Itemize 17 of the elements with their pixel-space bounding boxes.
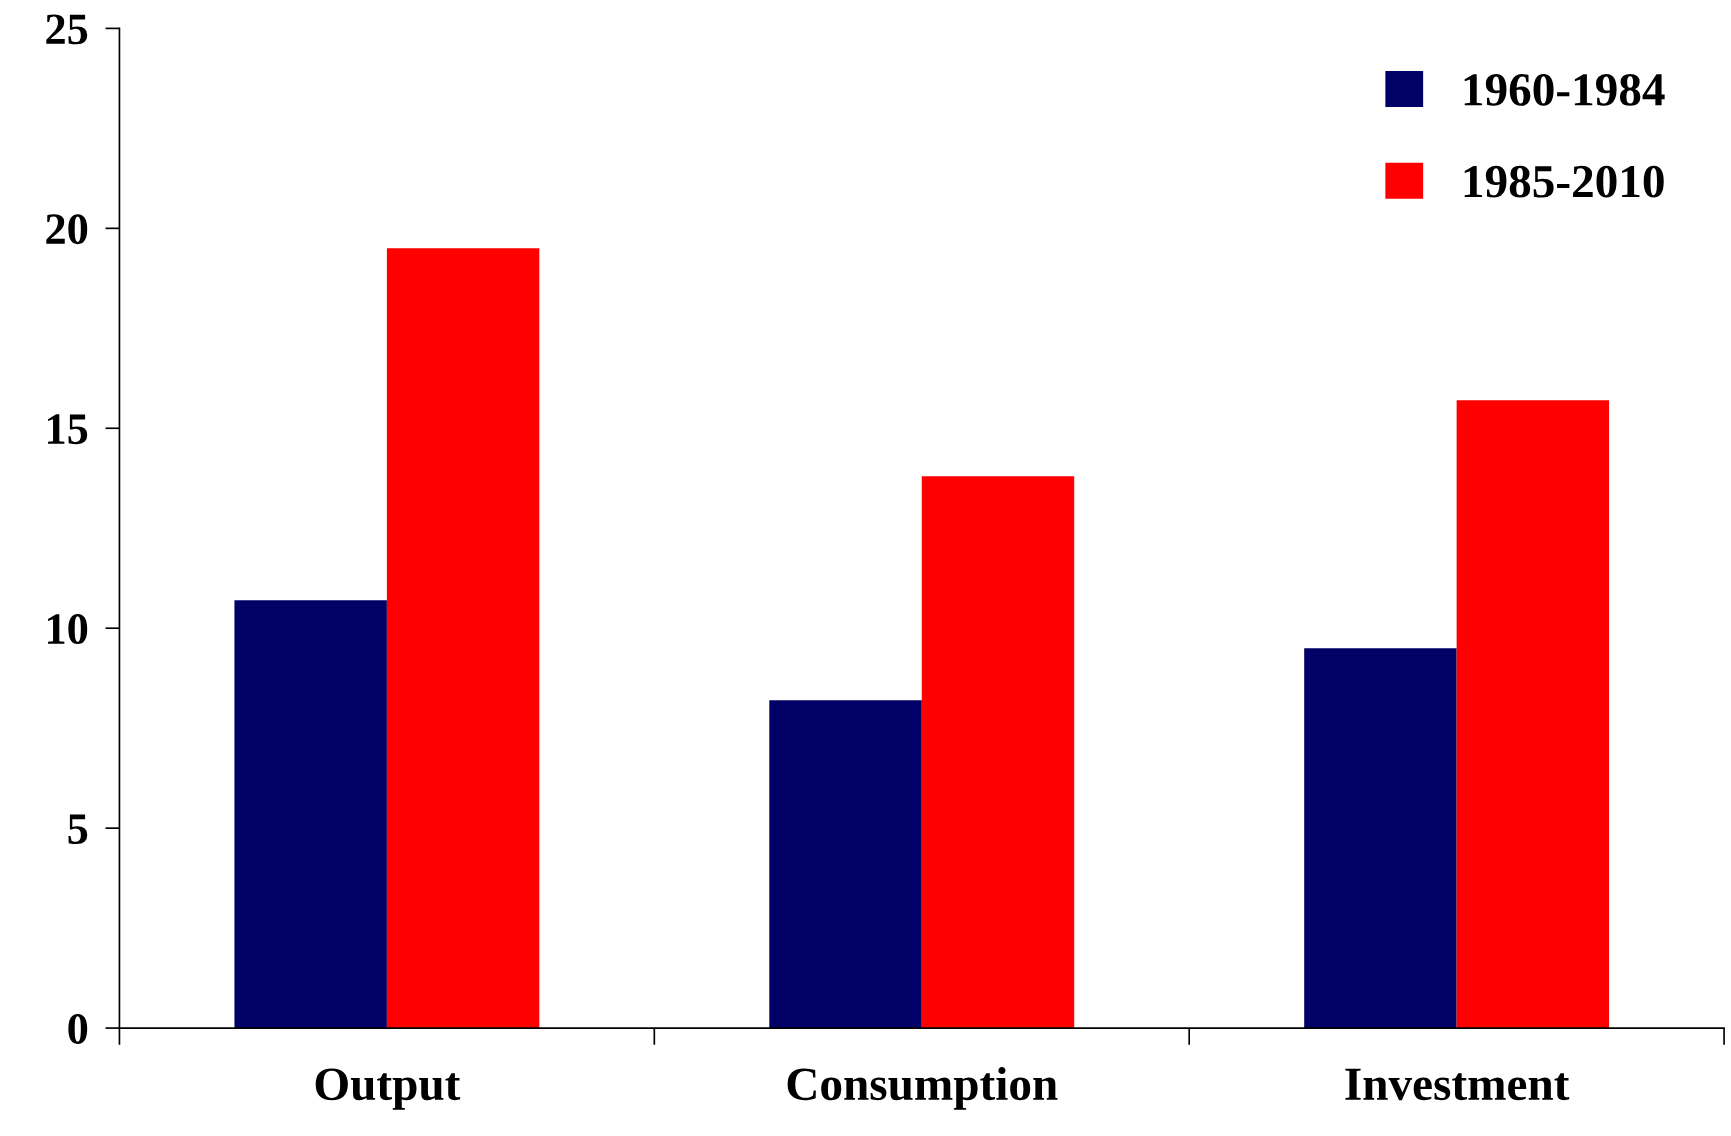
bar (1304, 648, 1457, 1029)
bar (234, 600, 387, 1029)
y-tick-label: 10 (48, 614, 88, 645)
legend-label: 1985-2010 (1464, 165, 1664, 198)
legend-label: 1960-1984 (1464, 73, 1665, 106)
bar (921, 476, 1075, 1029)
x-tick-label: Consumption (787, 1066, 1058, 1110)
y-tick-label: 0 (68, 1013, 88, 1044)
y-tick-label: 5 (68, 814, 88, 844)
y-tick-label: 15 (48, 414, 88, 445)
bar (769, 700, 922, 1029)
x-tick-label: Output (315, 1068, 461, 1110)
bar (1456, 400, 1610, 1029)
bar (386, 248, 540, 1029)
y-tick-label: 20 (46, 214, 88, 245)
x-tick-label: Investment (1345, 1068, 1570, 1101)
y-tick-label: 25 (46, 14, 88, 45)
